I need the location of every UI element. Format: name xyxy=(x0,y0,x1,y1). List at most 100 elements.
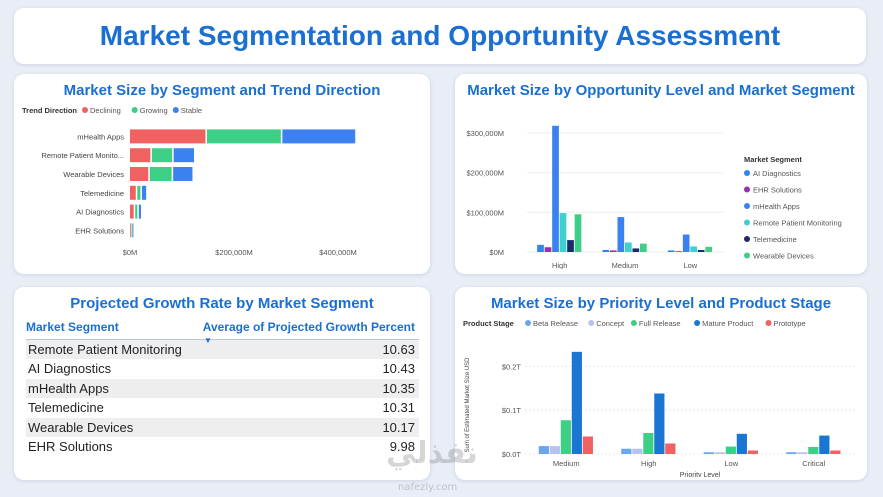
legend-marker-ehr-solutions xyxy=(744,186,750,193)
legend-label-mature-product: Mature Product xyxy=(702,319,754,328)
bar-declining xyxy=(130,167,149,181)
bar-beta-release xyxy=(621,448,632,454)
legend-title: Market Segment xyxy=(744,155,802,164)
x-tick-label: $400,000M xyxy=(319,248,357,257)
chart-title: Market Size by Segment and Trend Directi… xyxy=(63,82,381,99)
bar-growing xyxy=(135,204,138,219)
y-tick-label: $0.1T xyxy=(502,406,522,415)
table-row[interactable]: Remote Patient Monitoring 10.63 xyxy=(26,340,419,360)
x-tick-label: High xyxy=(641,459,656,468)
legend-label-ai-diagnostics: AI Diagnostics xyxy=(753,169,801,178)
bar-ai-diagnostics xyxy=(602,250,610,252)
cell-growth-percent: 10.43 xyxy=(382,361,415,377)
market-size-by-segment-card[interactable]: Market Size by Segment and Trend Directi… xyxy=(14,74,430,274)
market-size-by-segment-chart[interactable]: Trend Direction Declining Growing Stable mHe… xyxy=(14,99,430,269)
y-tick-label: $0M xyxy=(489,248,504,257)
bar-mature-product xyxy=(571,351,582,454)
bar-stable xyxy=(132,223,134,238)
legend-marker-ai-diagnostics xyxy=(744,170,750,176)
legend-marker-declining xyxy=(82,107,88,113)
x-tick-label: High xyxy=(552,261,567,269)
legend-label-growing: Growing xyxy=(140,106,168,115)
bar-ai-diagnostics xyxy=(667,250,675,252)
watermark-logo: نفذلي xyxy=(386,436,478,471)
table-row[interactable]: AI Diagnostics 10.43 xyxy=(26,359,419,378)
bar-full-release xyxy=(643,432,654,454)
bar-growing xyxy=(137,185,141,200)
x-tick-label: Low xyxy=(724,459,738,468)
x-axis-title: Priority Level xyxy=(680,472,721,477)
legend-marker-remote-patient-monitoring xyxy=(744,219,750,226)
dashboard-title-card: Market Segmentation and Opportunity Asse… xyxy=(14,8,866,64)
bar-declining xyxy=(130,148,151,163)
column-header-growth[interactable]: Average of Projected Growth Percent xyxy=(202,320,415,334)
legend-label-mhealth-apps: mHealth Apps xyxy=(753,202,800,211)
bar-mature-product xyxy=(654,393,665,454)
bar-prototype xyxy=(830,450,841,454)
market-size-by-priority-chart[interactable]: Product Stage Beta Release Concept Full Rel… xyxy=(455,312,867,479)
cell-market-segment: Telemedicine xyxy=(28,400,104,416)
legend-label-wearable-devices: Wearable Devices xyxy=(753,252,814,261)
table-row[interactable]: EHR Solutions 9.98 xyxy=(26,437,419,456)
legend-marker-concept xyxy=(588,320,595,326)
bar-remote-patient-monitoring xyxy=(625,242,632,252)
bar-stable xyxy=(173,167,193,181)
table-row[interactable]: mHealth Apps 10.35 xyxy=(26,378,419,399)
legend-label-prototype: Prototype xyxy=(774,319,806,328)
market-size-by-opportunity-card[interactable]: Market Size by Opportunity Level and Mar… xyxy=(455,74,867,274)
bar-concept xyxy=(632,448,643,454)
cell-market-segment: Wearable Devices xyxy=(28,419,134,435)
y-tick-label: mHealth Apps xyxy=(77,132,124,141)
bar-ehr-solutions xyxy=(675,251,683,252)
bar-declining xyxy=(130,129,206,144)
bar-wearable-devices xyxy=(574,214,582,252)
cell-growth-percent: 10.35 xyxy=(382,380,415,396)
table-row[interactable]: Wearable Devices 10.17 xyxy=(26,417,419,437)
bar-remote-patient-monitoring xyxy=(690,246,698,252)
bar-prototype xyxy=(582,436,593,454)
y-tick-label: Wearable Devices xyxy=(63,170,124,179)
bar-concept xyxy=(549,446,560,454)
bar-declining xyxy=(130,185,136,200)
bar-beta-release xyxy=(703,452,714,454)
bar-full-release xyxy=(560,420,571,454)
bar-stable xyxy=(138,204,141,219)
bar-remote-patient-monitoring xyxy=(559,213,567,252)
y-tick-label: $0.0T xyxy=(502,450,522,459)
bar-telemedicine xyxy=(697,250,705,252)
legend-marker-mhealth-apps xyxy=(744,203,750,209)
legend-label-ehr-solutions: EHR Solutions xyxy=(753,186,802,195)
y-tick-label: $200,000M xyxy=(466,169,504,178)
bar-ehr-solutions xyxy=(610,250,617,252)
bar-mhealth-apps xyxy=(552,125,559,252)
cell-market-segment: AI Diagnostics xyxy=(28,361,112,377)
bar-prototype xyxy=(665,443,676,454)
bar-mature-product xyxy=(819,435,830,454)
bar-beta-release xyxy=(538,446,549,454)
legend-marker-telemedicine xyxy=(744,236,750,242)
growth-table[interactable]: Market Segment Average of Projected Grow… xyxy=(26,318,419,456)
y-tick-label: $100,000M xyxy=(466,208,504,217)
sort-descending-icon[interactable]: ▼ xyxy=(204,336,212,345)
bar-declining xyxy=(130,204,134,219)
legend-label-full-release: Full Release xyxy=(639,319,681,328)
y-tick-label: EHR Solutions xyxy=(75,226,124,235)
table-header[interactable]: Market Segment Average of Projected Grow… xyxy=(26,318,419,340)
market-size-by-opportunity-chart[interactable]: $0M$100,000M$200,000M$300,000MHighOpport… xyxy=(455,99,867,274)
bar-ehr-solutions xyxy=(544,247,552,252)
bar-wearable-devices xyxy=(705,246,713,252)
column-header-market-segment[interactable]: Market Segment xyxy=(26,320,119,334)
bar-stable xyxy=(141,185,147,200)
legend-marker-prototype xyxy=(765,320,772,326)
bar-prototype xyxy=(747,450,758,454)
legend-label-concept: Concept xyxy=(596,319,625,328)
market-size-by-priority-card[interactable]: Market Size by Priority Level and Produc… xyxy=(455,287,867,480)
table-row[interactable]: Telemedicine 10.31 xyxy=(26,398,419,417)
cell-growth-percent: 9.98 xyxy=(389,438,415,454)
bar-growing xyxy=(206,129,281,144)
cell-growth-percent: 10.31 xyxy=(382,400,415,416)
table-body: Remote Patient Monitoring 10.63 AI Diagnos… xyxy=(26,340,419,456)
projected-growth-card[interactable]: Projected Growth Rate by Market Segment … xyxy=(14,287,430,480)
cell-market-segment: mHealth Apps xyxy=(28,380,109,396)
legend-marker-mature-product xyxy=(694,320,701,326)
